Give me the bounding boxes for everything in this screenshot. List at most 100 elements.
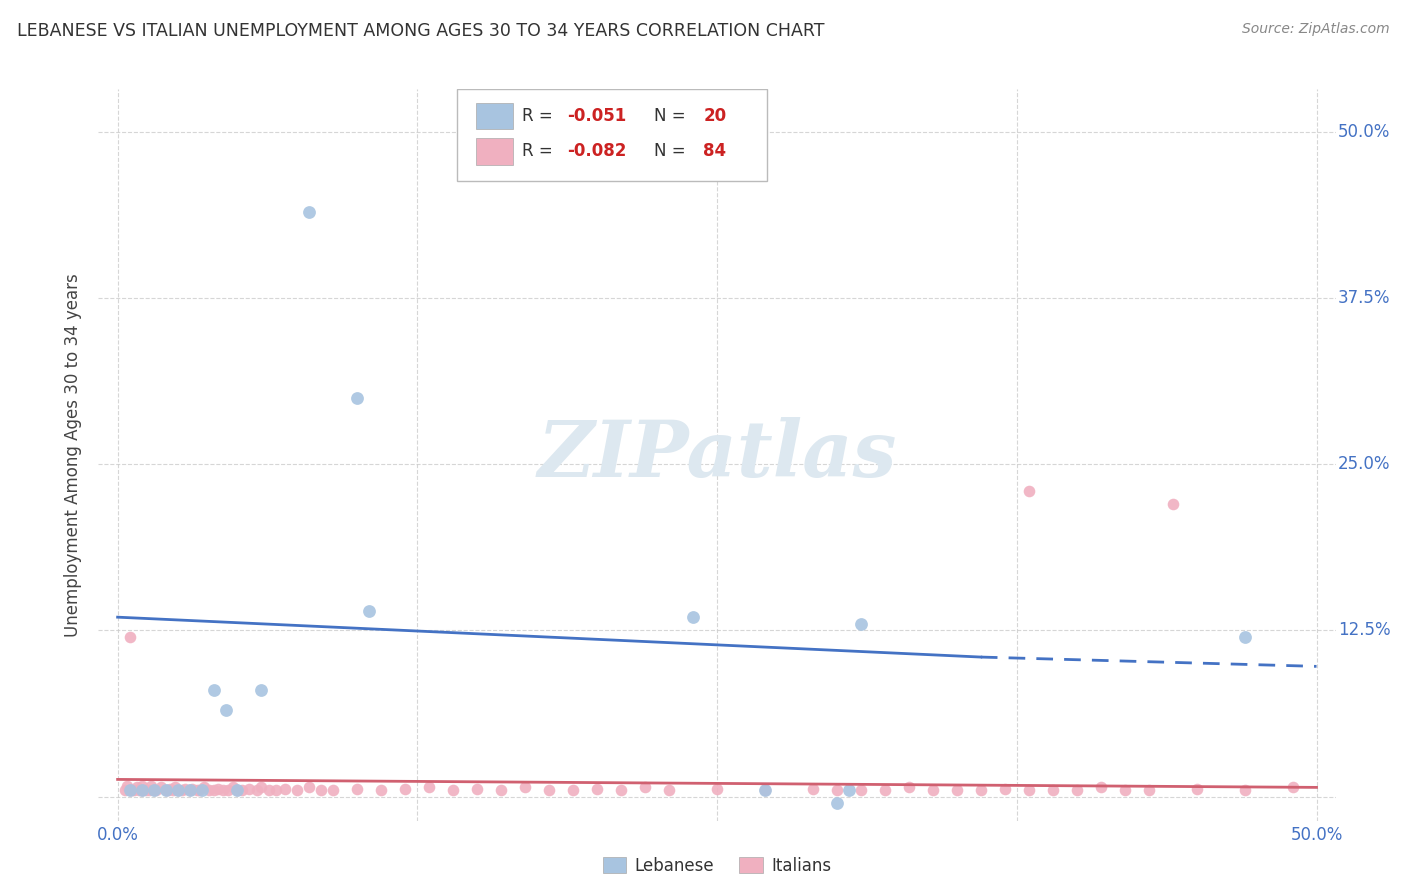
Point <box>298 780 321 795</box>
Point <box>207 781 229 796</box>
Text: R =: R = <box>522 143 558 161</box>
Point <box>849 616 872 631</box>
Point <box>1042 783 1064 797</box>
Point <box>274 781 297 796</box>
Point <box>491 783 513 797</box>
Point <box>441 783 464 797</box>
Point <box>515 780 537 795</box>
Point <box>179 783 201 797</box>
Point <box>115 779 138 793</box>
Point <box>706 781 728 796</box>
Point <box>156 783 179 797</box>
Point <box>298 204 321 219</box>
Text: 20: 20 <box>703 107 727 125</box>
Point <box>994 781 1017 796</box>
Point <box>287 783 309 797</box>
Text: Source: ZipAtlas.com: Source: ZipAtlas.com <box>1241 22 1389 37</box>
Point <box>538 783 561 797</box>
Point <box>162 783 184 797</box>
Point <box>128 783 150 797</box>
Point <box>193 780 215 795</box>
Point <box>1090 780 1112 795</box>
Text: N =: N = <box>654 143 690 161</box>
Point <box>202 683 225 698</box>
Text: 25.0%: 25.0% <box>1339 455 1391 474</box>
Point <box>658 783 681 797</box>
Point <box>131 779 153 793</box>
Point <box>165 780 187 795</box>
Point <box>250 683 273 698</box>
Point <box>586 781 609 796</box>
Point <box>1185 781 1208 796</box>
Point <box>322 783 344 797</box>
Point <box>1018 483 1040 498</box>
Point <box>155 783 177 797</box>
FancyBboxPatch shape <box>457 89 766 180</box>
Point <box>114 783 136 797</box>
Point <box>118 783 141 797</box>
Point <box>188 783 211 797</box>
Point <box>754 783 776 797</box>
Text: LEBANESE VS ITALIAN UNEMPLOYMENT AMONG AGES 30 TO 34 YEARS CORRELATION CHART: LEBANESE VS ITALIAN UNEMPLOYMENT AMONG A… <box>17 22 824 40</box>
Point <box>264 783 287 797</box>
Point <box>173 781 195 796</box>
Point <box>418 780 440 795</box>
Point <box>155 783 177 797</box>
Point <box>172 783 194 797</box>
Point <box>970 783 993 797</box>
FancyBboxPatch shape <box>475 138 513 164</box>
Point <box>257 783 280 797</box>
Point <box>197 783 219 797</box>
Text: 50.0%: 50.0% <box>1339 123 1391 141</box>
Point <box>214 703 236 717</box>
Point <box>1114 783 1136 797</box>
Point <box>838 783 860 797</box>
Point <box>131 783 153 797</box>
Point <box>190 783 212 797</box>
Point <box>394 781 416 796</box>
Point <box>849 783 872 797</box>
Point <box>142 783 165 797</box>
Text: 12.5%: 12.5% <box>1339 622 1391 640</box>
Point <box>131 783 153 797</box>
Text: R =: R = <box>522 107 558 125</box>
Point <box>159 781 181 796</box>
Point <box>118 630 141 644</box>
Point <box>181 781 204 796</box>
Text: 37.5%: 37.5% <box>1339 289 1391 307</box>
Point <box>1233 783 1256 797</box>
Point <box>1281 780 1303 795</box>
Point <box>231 783 253 797</box>
Point <box>634 780 657 795</box>
Point <box>124 783 146 797</box>
Point <box>1066 783 1088 797</box>
Point <box>610 783 633 797</box>
Point <box>212 783 235 797</box>
Point <box>825 783 848 797</box>
Point <box>921 783 943 797</box>
Point <box>238 781 260 796</box>
Point <box>1018 783 1040 797</box>
Point <box>179 783 201 797</box>
Point <box>226 783 249 797</box>
Point <box>346 391 368 405</box>
Text: 84: 84 <box>703 143 727 161</box>
Legend: Lebanese, Italians: Lebanese, Italians <box>596 850 838 882</box>
Point <box>166 783 188 797</box>
Point <box>145 783 167 797</box>
Point <box>149 780 172 795</box>
Point <box>465 781 488 796</box>
Point <box>801 781 824 796</box>
Point <box>142 783 165 797</box>
Point <box>682 610 704 624</box>
Point <box>311 783 333 797</box>
Point <box>1161 497 1184 511</box>
Point <box>131 783 153 797</box>
Point <box>1137 783 1160 797</box>
Point <box>121 783 143 797</box>
Point <box>141 779 163 793</box>
Point <box>897 780 920 795</box>
Point <box>370 783 392 797</box>
Point <box>202 783 225 797</box>
Point <box>825 797 848 811</box>
